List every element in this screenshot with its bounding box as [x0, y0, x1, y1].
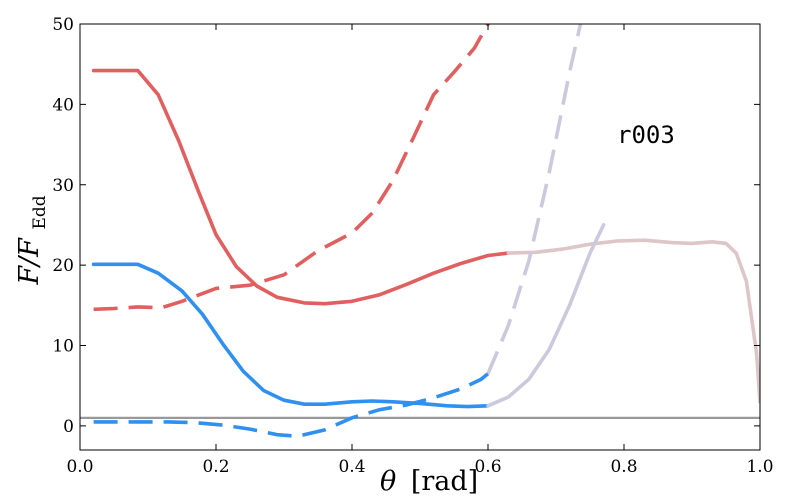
y-tick-label: 20 [52, 256, 74, 276]
series-pink-solid [506, 238, 760, 404]
x-tick-label: 0.6 [474, 457, 501, 477]
x-axis-symbol: θ [380, 466, 396, 497]
series-layer [80, 24, 760, 439]
y-tick-label: 30 [52, 176, 74, 196]
y-tick-label: 40 [52, 95, 74, 115]
y-axis-sub: Edd [30, 195, 50, 229]
annotation-label: r003 [617, 121, 675, 149]
series-blue-dashed [93, 372, 490, 439]
y-axis-label: F/F Edd [14, 195, 50, 285]
series-lavender-solid [486, 223, 606, 408]
series-blue-solid [91, 262, 490, 409]
x-tick-label: 0.2 [202, 457, 229, 477]
ticks-layer [79, 23, 761, 450]
labels-layer: 0.0 0.2 0.4 0.6 0.8 1.0 0 10 20 30 40 50 [52, 15, 773, 477]
y-axis-base: F/F [14, 237, 45, 286]
y-tick-label: 0 [63, 417, 74, 437]
x-axis-label: θ [rad] [380, 466, 478, 497]
x-tick-label: 0.0 [66, 457, 93, 477]
y-tick-label: 10 [52, 337, 74, 357]
x-axis-unit: [rad] [411, 466, 478, 497]
plot-frame [79, 23, 761, 451]
x-tick-label: 0.4 [338, 457, 365, 477]
series-red-solid [91, 68, 511, 306]
x-tick-label: 0.8 [610, 457, 637, 477]
series-lavender-dashed [486, 24, 583, 375]
x-tick-label: 1.0 [746, 457, 773, 477]
y-tick-label: 50 [52, 15, 74, 35]
series-red-dashed [93, 24, 491, 312]
